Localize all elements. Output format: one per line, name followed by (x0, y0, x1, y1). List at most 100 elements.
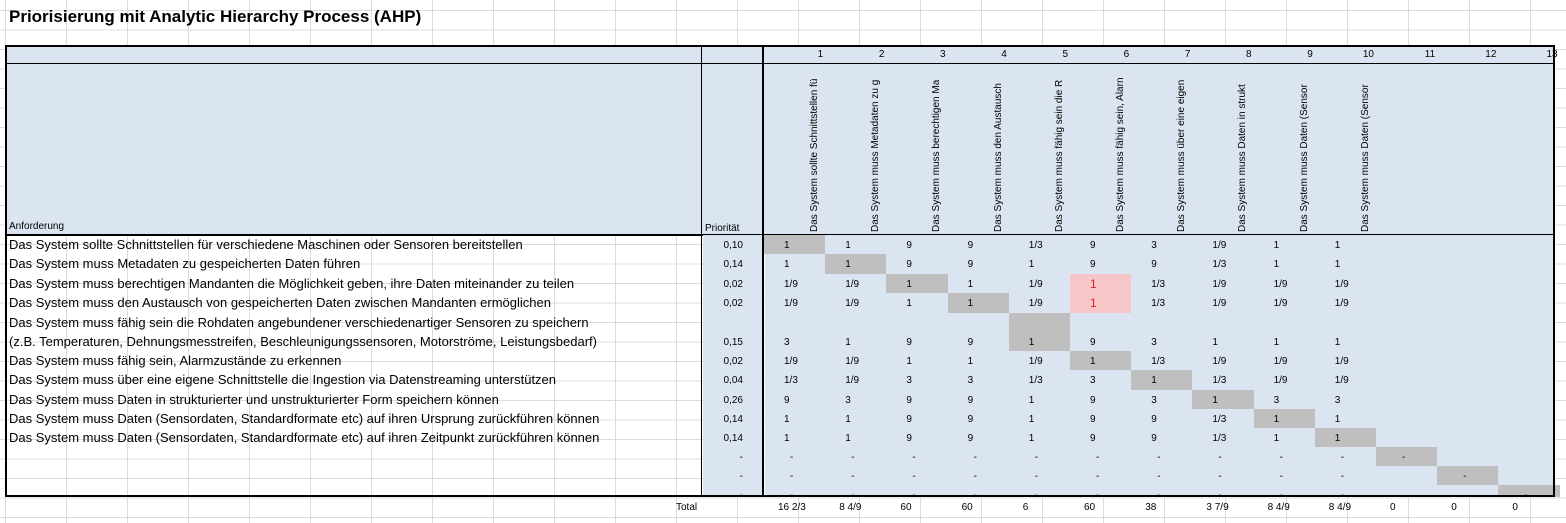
matrix-cell[interactable]: 9 (906, 337, 912, 348)
matrix-cell[interactable]: - (1279, 471, 1283, 482)
matrix-cell[interactable]: 1 (1028, 395, 1035, 406)
matrix-cell[interactable]: 1 (906, 298, 912, 309)
matrix-cell[interactable]: - (1034, 452, 1039, 463)
matrix-cell[interactable]: 1 (1273, 337, 1280, 348)
matrix-cell[interactable]: 1 (845, 259, 851, 270)
matrix-cell[interactable]: 9 (1090, 337, 1096, 348)
matrix-cell[interactable]: 1 (906, 356, 912, 367)
matrix-cell[interactable]: - (1157, 452, 1161, 463)
matrix-cell[interactable]: - (1096, 452, 1100, 463)
matrix-cell[interactable]: 1 (1028, 433, 1035, 444)
matrix-cell[interactable]: - (1218, 452, 1222, 463)
matrix-cell[interactable]: 9 (1090, 259, 1096, 270)
matrix-cell[interactable]: 1/9 (784, 356, 798, 367)
matrix-cell[interactable]: 1 (1090, 277, 1097, 291)
matrix-cell[interactable]: 1/3 (1028, 375, 1043, 386)
matrix-cell[interactable]: 3 (845, 395, 851, 406)
matrix-cell[interactable]: 1 (1334, 433, 1341, 444)
matrix-cell[interactable]: 1 (845, 337, 851, 348)
matrix-cell[interactable]: 1 (1334, 259, 1341, 270)
matrix-cell[interactable]: 1/3 (1028, 240, 1043, 251)
matrix-cell[interactable]: 1/3 (784, 375, 798, 386)
matrix-cell[interactable]: - (1463, 471, 1467, 482)
matrix-cell[interactable]: 3 (1151, 240, 1157, 251)
matrix-cell[interactable]: 3 (967, 375, 974, 386)
matrix-cell[interactable]: 9 (967, 395, 974, 406)
requirement-text[interactable]: Das System muss Daten (Sensordaten, Stan… (9, 411, 600, 426)
matrix-cell[interactable]: 1/9 (1334, 298, 1349, 309)
matrix-cell[interactable]: 3 (1334, 395, 1341, 406)
matrix-cell[interactable]: 1 (1151, 375, 1157, 386)
matrix-cell[interactable]: - (1096, 471, 1100, 482)
matrix-cell[interactable]: 1/9 (845, 279, 860, 290)
requirement-text[interactable]: Das System muss berechtigen Mandanten di… (9, 276, 575, 291)
matrix-cell[interactable]: 9 (967, 259, 974, 270)
matrix-cell[interactable]: 1 (1090, 356, 1096, 367)
matrix-cell[interactable]: 1/9 (784, 298, 798, 309)
matrix-cell[interactable]: 1 (906, 279, 912, 290)
matrix-cell[interactable]: 1 (784, 433, 790, 444)
matrix-cell[interactable]: 9 (906, 433, 912, 444)
matrix-cell[interactable]: 9 (906, 395, 912, 406)
matrix-cell[interactable]: - (973, 471, 977, 482)
matrix-cell[interactable]: 1 (1273, 240, 1280, 251)
matrix-cell[interactable]: 9 (1090, 414, 1096, 425)
matrix-cell[interactable]: 1/9 (845, 356, 860, 367)
matrix-cell[interactable]: 9 (906, 240, 912, 251)
matrix-cell[interactable]: - (1218, 471, 1222, 482)
matrix-cell[interactable]: 1 (784, 259, 790, 270)
matrix-cell[interactable]: 1 (1028, 414, 1035, 425)
matrix-cell[interactable]: - (1157, 471, 1161, 482)
matrix-cell[interactable]: 1 (1334, 337, 1341, 348)
requirement-text[interactable]: Das System sollte Schnittstellen für ver… (9, 237, 523, 252)
matrix-cell[interactable]: 1 (784, 240, 790, 251)
matrix-cell[interactable]: 1 (1334, 240, 1341, 251)
matrix-cell[interactable]: 1/9 (1273, 279, 1288, 290)
matrix-cell[interactable]: 1/9 (1334, 279, 1349, 290)
requirement-text[interactable]: Das System muss fähig sein die Rohdaten … (9, 315, 589, 330)
matrix-cell[interactable]: 1/9 (1212, 356, 1227, 367)
matrix-cell[interactable]: 9 (1151, 259, 1157, 270)
matrix-cell[interactable]: 1 (845, 433, 851, 444)
matrix-cell[interactable]: - (790, 452, 794, 463)
matrix-cell[interactable]: 9 (967, 433, 974, 444)
matrix-cell[interactable]: 1/9 (1212, 240, 1227, 251)
matrix-cell[interactable]: 1 (1028, 259, 1035, 270)
matrix-cell[interactable]: 1/9 (1334, 356, 1349, 367)
matrix-cell[interactable]: 3 (906, 375, 912, 386)
matrix-cell[interactable]: 1/3 (1212, 375, 1227, 386)
matrix-cell[interactable]: 1 (967, 356, 974, 367)
matrix-cell[interactable]: 1/9 (1273, 356, 1288, 367)
matrix-cell[interactable]: 9 (1151, 433, 1157, 444)
matrix-cell[interactable]: 1 (845, 240, 851, 251)
matrix-cell[interactable]: 1 (1212, 337, 1218, 348)
matrix-cell[interactable]: - (790, 471, 794, 482)
matrix-cell[interactable]: 3 (784, 337, 790, 348)
requirement-text[interactable]: Das System muss Daten (Sensordaten, Stan… (9, 430, 600, 445)
matrix-cell[interactable]: 1 (967, 279, 974, 290)
matrix-cell[interactable]: 9 (906, 259, 912, 270)
matrix-cell[interactable]: 1 (967, 298, 974, 309)
matrix-cell[interactable]: 1 (784, 414, 790, 425)
matrix-cell[interactable]: - (912, 452, 916, 463)
matrix-cell[interactable]: 9 (784, 395, 790, 406)
matrix-cell[interactable]: 9 (1090, 395, 1096, 406)
requirement-text[interactable]: Das System muss Daten in strukturierter … (9, 392, 499, 407)
matrix-cell[interactable]: 9 (1090, 433, 1096, 444)
matrix-cell[interactable]: 1 (845, 414, 851, 425)
matrix-cell[interactable]: - (1340, 471, 1345, 482)
matrix-cell[interactable]: 1/9 (1273, 298, 1288, 309)
matrix-cell[interactable]: 1/9 (1028, 279, 1043, 290)
requirement-text[interactable]: Das System muss den Austausch von gespei… (9, 295, 551, 310)
matrix-cell[interactable]: 1 (1028, 337, 1035, 348)
requirement-text[interactable]: Das System muss über eine eigene Schnitt… (9, 372, 557, 387)
matrix-cell[interactable]: 1/9 (845, 298, 860, 309)
matrix-cell[interactable]: 1/9 (1028, 356, 1043, 367)
matrix-cell[interactable]: 9 (906, 414, 912, 425)
matrix-cell[interactable]: - (851, 471, 855, 482)
requirement-text[interactable]: Das System muss fähig sein, Alarmzuständ… (9, 353, 342, 368)
matrix-cell[interactable]: 1/3 (1212, 259, 1227, 270)
matrix-cell[interactable]: - (1034, 471, 1039, 482)
matrix-cell[interactable]: 9 (1090, 240, 1096, 251)
matrix-cell[interactable]: - (912, 471, 916, 482)
